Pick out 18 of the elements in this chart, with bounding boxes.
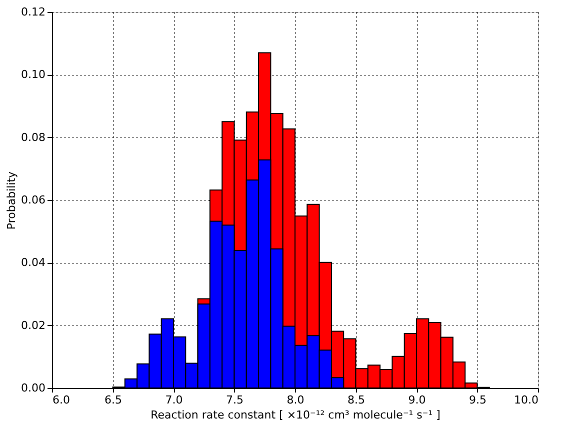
y-tick-label: 0.12 xyxy=(21,6,46,18)
y-tick-label: 0.08 xyxy=(21,130,46,144)
y-tick-label: 0.02 xyxy=(21,318,46,332)
x-tick-label: 8.5 xyxy=(348,394,365,406)
x-tick-label: 6.5 xyxy=(104,394,122,406)
x-axis-title: Reaction rate constant [ ×10⁻¹² cm³ molecule⁻¹ s⁻¹ ] xyxy=(150,408,440,422)
x-tick-label: 10.0 xyxy=(514,394,538,406)
x-tick-label: 8.0 xyxy=(286,394,304,406)
y-axis-title: Probability xyxy=(5,170,18,230)
x-tick-label: 9.0 xyxy=(408,394,426,406)
y-tick-label: 0.04 xyxy=(21,256,46,270)
x-tick-label: 6.0 xyxy=(52,394,70,406)
y-tick-label: 0.10 xyxy=(21,68,46,82)
x-tick-label: 7.5 xyxy=(226,394,244,406)
x-tick-label: 7.0 xyxy=(165,394,183,406)
x-tick-label: 9.5 xyxy=(469,394,486,406)
y-tick-label: 0.06 xyxy=(21,194,46,206)
y-tick-label: 0.00 xyxy=(21,382,46,394)
